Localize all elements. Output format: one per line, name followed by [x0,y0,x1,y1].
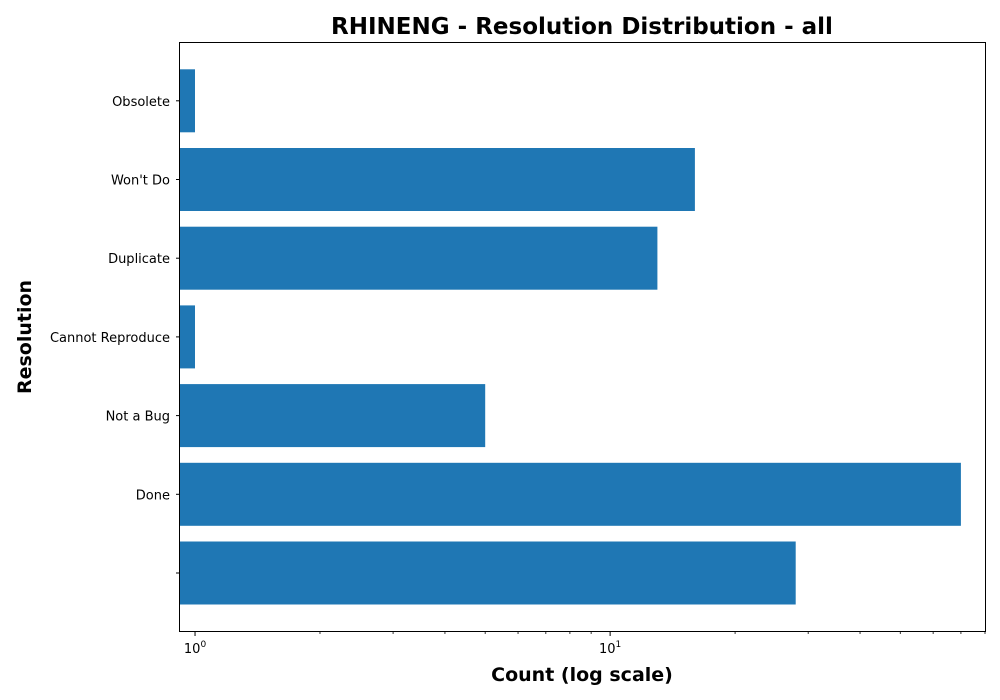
y-tick-label: Cannot Reproduce [50,331,170,346]
x-ticks-group: 100 101 [184,631,986,657]
y-tick-label: Done [136,488,170,503]
y-tick-label: Won't Do [111,174,170,189]
bar [180,541,796,605]
bars-group [180,69,961,605]
plot-frame [179,42,986,632]
y-axis-label: Resolution [14,280,36,394]
bar [180,462,961,526]
y-tick-label: Duplicate [108,252,170,267]
bar [180,384,486,448]
bar [180,305,195,369]
x-tick-label: 101 [599,640,621,657]
chart-title: RHINENG - Resolution Distribution - all [331,14,833,40]
y-ticks-group: Done Not a Bug Cannot Reproduce Duplicate Wo… [50,95,180,574]
bar [180,148,695,211]
x-tick-label: 100 [184,640,207,657]
y-tick-label: Obsolete [112,95,170,110]
y-tick-label: Not a Bug [106,410,170,425]
x-axis-label: Count (log scale) [491,664,673,686]
bar [180,226,658,290]
bar [180,69,195,133]
